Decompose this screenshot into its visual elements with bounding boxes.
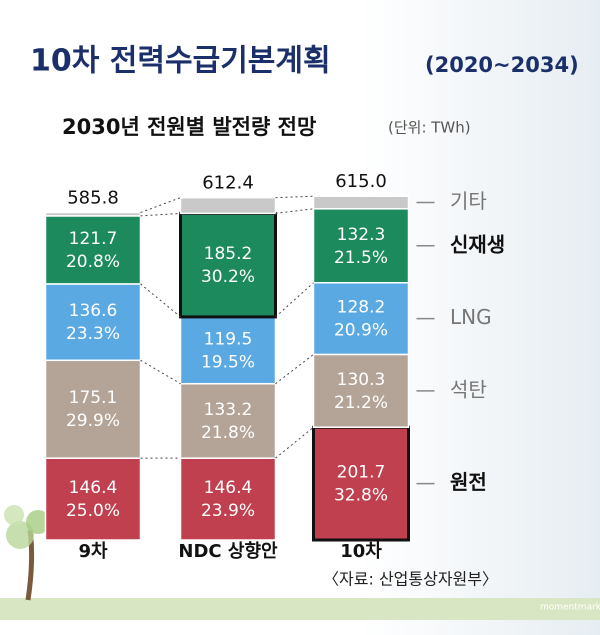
connector bbox=[140, 197, 181, 214]
total-label: 612.4 bbox=[202, 173, 254, 194]
legend-label: 신재생 bbox=[450, 232, 505, 256]
share-label: 32.8% bbox=[334, 486, 388, 506]
category-label: 9차 bbox=[78, 541, 108, 562]
connector bbox=[275, 282, 314, 318]
share-label: 23.3% bbox=[66, 324, 120, 344]
share-label: 23.9% bbox=[201, 501, 255, 521]
value-label: 185.2 bbox=[204, 244, 253, 264]
total-label: 615.0 bbox=[335, 171, 387, 192]
connector bbox=[275, 208, 314, 214]
value-label: 128.2 bbox=[337, 298, 386, 318]
source: 〈자료: 산업통상자원부〉 bbox=[323, 570, 498, 589]
connector bbox=[140, 212, 181, 217]
bar-segment bbox=[44, 359, 142, 459]
connector bbox=[275, 195, 314, 199]
category-label: 10차 bbox=[340, 541, 382, 562]
total-label: 585.8 bbox=[67, 188, 119, 209]
value-label: 132.3 bbox=[337, 225, 386, 245]
bar-segment bbox=[312, 426, 410, 541]
chart-title: 2030년 전원별 발전량 전망 bbox=[62, 115, 316, 139]
bar-segment bbox=[312, 353, 410, 428]
bar-segment bbox=[179, 382, 277, 459]
bar-segment bbox=[312, 208, 410, 284]
connector bbox=[275, 426, 314, 459]
share-label: 20.9% bbox=[334, 321, 388, 341]
legend-label: LNG bbox=[450, 305, 492, 329]
legend-label: 석탄 bbox=[450, 377, 487, 401]
share-label: 20.8% bbox=[66, 252, 120, 272]
bar-segment bbox=[179, 457, 277, 541]
page-title: 10차 전력수급기본계획 bbox=[30, 44, 331, 79]
value-label: 133.2 bbox=[204, 400, 253, 420]
bar-segment bbox=[44, 457, 142, 541]
bar-segment bbox=[179, 196, 277, 215]
page-period: (2020~2034) bbox=[425, 53, 579, 77]
share-label: 29.9% bbox=[66, 411, 120, 431]
unit-label: (단위: TWh) bbox=[388, 119, 471, 137]
share-label: 21.2% bbox=[334, 393, 388, 413]
bar-segment bbox=[44, 215, 142, 285]
value-label: 146.4 bbox=[69, 478, 118, 498]
connector bbox=[140, 283, 181, 318]
share-label: 30.2% bbox=[201, 267, 255, 287]
legend-label: 기타 bbox=[450, 189, 487, 213]
value-label: 146.4 bbox=[204, 478, 253, 498]
value-label: 136.6 bbox=[69, 301, 118, 321]
share-label: 21.5% bbox=[334, 248, 388, 268]
bar-segment bbox=[179, 212, 277, 318]
bar-segment bbox=[179, 316, 277, 385]
share-label: 25.0% bbox=[66, 501, 120, 521]
tree bbox=[4, 505, 50, 601]
bar-segment bbox=[312, 281, 410, 356]
bar-segment bbox=[312, 195, 410, 210]
bar-segment bbox=[44, 211, 142, 217]
bar-segment bbox=[44, 283, 142, 362]
share-label: 19.5% bbox=[201, 352, 255, 372]
share-label: 21.8% bbox=[201, 423, 255, 443]
value-label: 119.5 bbox=[204, 329, 253, 349]
ground-strip bbox=[0, 598, 600, 620]
value-label: 130.3 bbox=[337, 370, 386, 390]
legend-label: 원전 bbox=[450, 470, 487, 494]
watermark: momentmark bbox=[540, 603, 600, 613]
value-label: 201.7 bbox=[337, 463, 386, 483]
category-label: NDC 상향안 bbox=[178, 541, 278, 562]
value-label: 175.1 bbox=[69, 388, 118, 408]
value-label: 121.7 bbox=[69, 229, 118, 249]
